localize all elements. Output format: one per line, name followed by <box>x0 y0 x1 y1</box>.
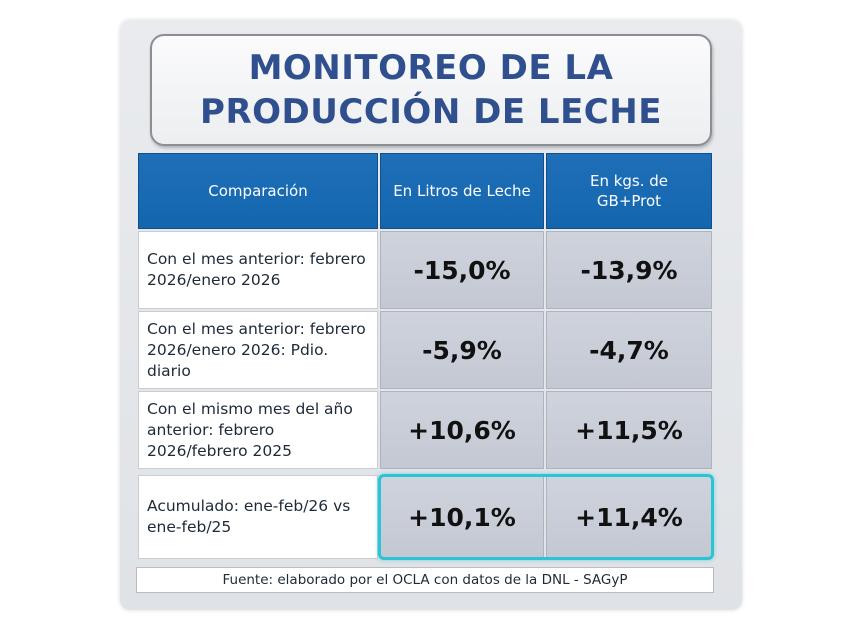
title-line-2: PRODUCCIÓN DE LECHE <box>200 92 662 132</box>
header-kgs: En kgs. de GB+Prot <box>546 153 712 229</box>
row-3-litros: +10,6% <box>380 391 544 469</box>
row-1-litros: -15,0% <box>380 231 544 309</box>
title-line-1: MONITOREO DE LA <box>248 48 614 88</box>
row-2-label: Con el mes anterior: febrero 2026/enero … <box>138 311 378 389</box>
row-3-label: Con el mismo mes del año anterior: febre… <box>138 391 378 469</box>
highlight-frame <box>378 474 714 560</box>
row-1-kgs: -13,9% <box>546 231 712 309</box>
title-box: MONITOREO DE LA PRODUCCIÓN DE LECHE <box>150 34 712 146</box>
row-2-litros: -5,9% <box>380 311 544 389</box>
row-4-kgs: +11,4% <box>546 475 712 559</box>
header-comparacion: Comparación <box>138 153 378 229</box>
row-4-label: Acumulado: ene-feb/26 vs ene-feb/25 <box>138 475 378 559</box>
source-note: Fuente: elaborado por el OCLA con datos … <box>136 567 714 593</box>
header-litros: En Litros de Leche <box>380 153 544 229</box>
row-3-kgs: +11,5% <box>546 391 712 469</box>
page-title: MONITOREO DE LA PRODUCCIÓN DE LECHE <box>200 46 662 134</box>
row-1-label: Con el mes anterior: febrero 2026/enero … <box>138 231 378 309</box>
row-2-kgs: -4,7% <box>546 311 712 389</box>
comparison-table: Comparación En Litros de Leche En kgs. d… <box>138 153 712 561</box>
